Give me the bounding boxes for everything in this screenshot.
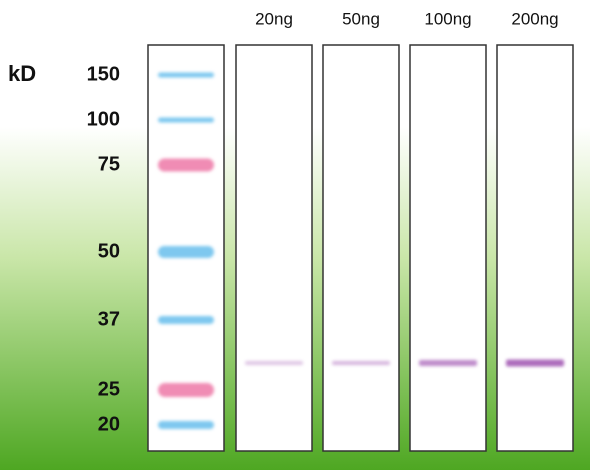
sample-lane bbox=[409, 44, 487, 452]
sample-lane bbox=[496, 44, 574, 452]
lane-label: 200ng bbox=[511, 9, 558, 28]
ladder-band bbox=[158, 246, 214, 258]
ladder-band bbox=[158, 158, 214, 172]
ladder-band bbox=[158, 421, 214, 429]
sample-band bbox=[419, 360, 477, 366]
lane-label: 100ng bbox=[424, 9, 471, 28]
sample-lane bbox=[322, 44, 400, 452]
ladder-band bbox=[158, 117, 214, 123]
marker-label: 50 bbox=[98, 240, 120, 262]
marker-label: 20 bbox=[98, 413, 120, 435]
sample-band bbox=[245, 361, 303, 365]
unit-label: kD bbox=[8, 61, 36, 86]
sample-band bbox=[506, 359, 564, 367]
ladder-band bbox=[158, 72, 214, 78]
marker-label: 75 bbox=[98, 153, 120, 175]
marker-label: 37 bbox=[98, 308, 120, 330]
marker-label: 25 bbox=[98, 378, 120, 400]
lane-label: 50ng bbox=[342, 9, 380, 28]
ladder-band bbox=[158, 316, 214, 324]
sample-band bbox=[332, 361, 390, 365]
marker-label: 100 bbox=[87, 108, 120, 130]
lane-label: 20ng bbox=[255, 9, 293, 28]
marker-label: 150 bbox=[87, 63, 120, 85]
sample-lane bbox=[235, 44, 313, 452]
ladder-band bbox=[158, 383, 214, 397]
